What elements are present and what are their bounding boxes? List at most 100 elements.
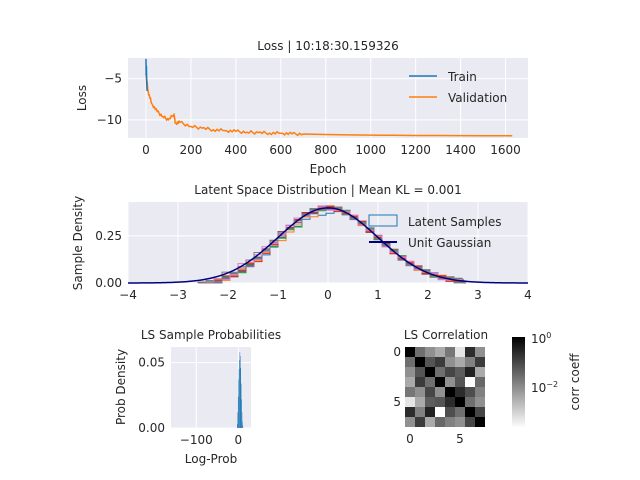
correlation-cell <box>455 417 465 427</box>
loss-ytick-label: −5 <box>104 72 122 86</box>
correlation-cell <box>465 347 475 357</box>
correlation-cell <box>405 407 415 417</box>
loss-ylabel: Loss <box>75 85 89 111</box>
correlation-cell <box>435 407 445 417</box>
latent-xtick-label: −4 <box>119 288 137 302</box>
probabilities-xlabel: Log-Prob <box>185 452 237 466</box>
correlation-cell <box>405 417 415 427</box>
latent-xtick-label: −2 <box>219 288 237 302</box>
correlation-cell <box>405 387 415 397</box>
latent-xtick-label: −1 <box>269 288 287 302</box>
legend-latent-label: Latent Samples <box>408 215 502 229</box>
correlation-cell <box>415 367 425 377</box>
correlation-cell <box>415 417 425 427</box>
loss-xtick-label: 800 <box>314 143 337 157</box>
loss-xtick-label: 200 <box>179 143 202 157</box>
latent-ytick-label: 0.00 <box>95 276 122 290</box>
probabilities-ytick-label: 0.00 <box>138 421 165 435</box>
probability-bar <box>238 379 239 428</box>
correlation-cell <box>445 347 455 357</box>
latent-xtick-label: 2 <box>424 288 432 302</box>
correlation-cell <box>475 377 485 387</box>
correlation-panel: 0 5 0 5 LS Correlation 100 10−2 corr coeff <box>393 328 582 446</box>
correlation-cell <box>475 387 485 397</box>
correlation-cell <box>445 407 455 417</box>
correlation-cell <box>465 407 475 417</box>
probability-bar <box>240 356 241 428</box>
correlation-cell <box>415 397 425 407</box>
probability-bar <box>239 352 241 428</box>
correlation-cell <box>455 377 465 387</box>
correlation-cell <box>405 397 415 407</box>
correlation-cell <box>445 377 455 387</box>
svg-text:100: 100 <box>531 331 551 346</box>
correlation-cell <box>435 387 445 397</box>
correlation-cell <box>475 417 485 427</box>
latent-xtick-label: 0 <box>324 288 332 302</box>
correlation-cell <box>475 357 485 367</box>
probability-bar <box>239 360 240 428</box>
probability-bar <box>241 399 242 428</box>
probability-bar <box>238 369 240 428</box>
colorbar-tick-1: 100 <box>531 331 551 346</box>
latent-ytick-label: 0.25 <box>95 229 122 243</box>
colorbar <box>512 337 525 428</box>
correlation-cell <box>465 397 475 407</box>
correlation-cell <box>435 357 445 367</box>
correlation-cell <box>425 377 435 387</box>
colorbar-label: corr coeff <box>568 353 582 411</box>
loss-xtick-label: 1400 <box>445 143 476 157</box>
latent-panel: −4 −3 −2 −1 0 1 2 3 4 0.00 0.25 Latent Space Distr… <box>71 183 532 302</box>
correlation-cell <box>475 367 485 377</box>
correlation-cell <box>455 407 465 417</box>
correlation-cell <box>415 387 425 397</box>
correlation-cell <box>455 347 465 357</box>
correlation-cell <box>475 397 485 407</box>
correlation-cell <box>455 357 465 367</box>
correlation-cell <box>435 397 445 407</box>
correlation-cell <box>435 347 445 357</box>
loss-title: Loss | 10:18:30.159326 <box>257 39 399 53</box>
correlation-cell <box>405 377 415 387</box>
correlation-cell <box>445 357 455 367</box>
loss-xlabel: Epoch <box>310 162 347 176</box>
probability-bar <box>242 421 243 428</box>
correlation-cell <box>455 397 465 407</box>
loss-xtick-label: 0 <box>142 143 150 157</box>
correlation-cell <box>465 417 475 427</box>
loss-xtick-label: 1000 <box>355 143 386 157</box>
latent-title: Latent Space Distribution | Mean KL = 0.… <box>194 183 461 197</box>
probability-bar <box>242 425 244 428</box>
correlation-cell <box>425 397 435 407</box>
correlation-cell <box>455 387 465 397</box>
correlation-ytick-label: 0 <box>393 345 401 359</box>
correlation-cell <box>475 407 485 417</box>
correlation-cell <box>415 347 425 357</box>
latent-xtick-label: −3 <box>169 288 187 302</box>
correlation-xtick-label: 0 <box>406 432 414 446</box>
loss-xtick-label: 1600 <box>490 143 521 157</box>
svg-text:10−2: 10−2 <box>531 380 558 395</box>
correlation-cell <box>415 357 425 367</box>
loss-xtick-label: 1200 <box>400 143 431 157</box>
correlation-cell <box>435 377 445 387</box>
loss-panel: 0 200 400 600 800 1000 1200 1400 1600 −5 −10 Loss … <box>75 39 528 176</box>
probabilities-title: LS Sample Probabilities <box>141 328 281 342</box>
unit-gaussian-line <box>128 207 528 284</box>
correlation-cell <box>475 347 485 357</box>
probability-bar <box>237 412 239 428</box>
latent-xtick-label: 4 <box>524 288 532 302</box>
correlation-cell <box>415 377 425 387</box>
probability-bar <box>237 424 238 428</box>
probabilities-xtick-label: 0 <box>235 433 243 447</box>
correlation-cell <box>445 387 455 397</box>
correlation-cell <box>425 347 435 357</box>
validation-line <box>145 73 513 137</box>
legend-latent-swatch <box>368 214 398 227</box>
correlation-cell <box>445 397 455 407</box>
loss-xtick-label: 400 <box>224 143 247 157</box>
correlation-cell <box>425 367 435 377</box>
legend-validation-label: Validation <box>448 91 507 105</box>
loss-ytick-label: −10 <box>97 113 122 127</box>
